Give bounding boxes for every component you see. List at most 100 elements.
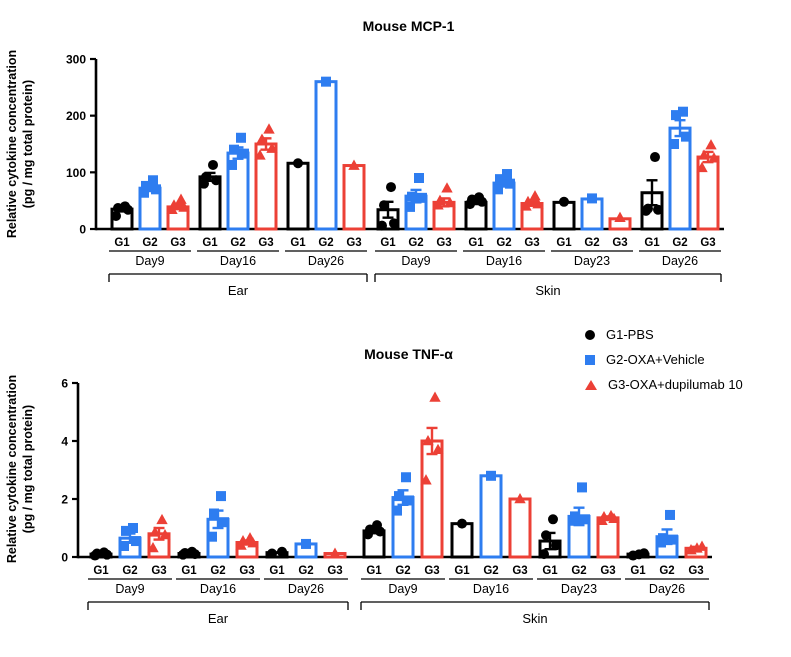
data-point-triangle [532,198,544,209]
day-label: Day9 [401,254,430,268]
group-tick-label: G3 [258,237,273,249]
legend-label-g2: G2-OXA+Vehicle [606,352,705,367]
data-point-triangle [529,190,541,201]
group-tick-label: G1 [181,565,197,577]
data-point-circle [559,196,569,207]
data-point-triangle [263,123,275,134]
group-tick-label: G3 [600,565,615,577]
group-tick-label: G1 [114,237,130,249]
data-point-triangle [348,159,360,170]
y-tick-label: 6 [61,377,68,391]
group-tick-label: G3 [327,565,342,577]
data-point-square [216,491,226,502]
data-point-square [669,139,679,149]
data-point-square [570,511,580,522]
y-tick-label: 200 [66,109,86,123]
group-tick-label: G1 [630,565,646,577]
data-point-triangle [441,182,453,193]
data-point-circle [208,159,218,170]
group-tick-label: G2 [298,565,313,577]
day-label: Day16 [220,254,256,268]
day-label: Day9 [388,582,417,596]
y-tick-label: 0 [61,551,68,565]
section-label: Skin [535,283,560,298]
data-point-circle [643,203,653,214]
legend-label-g1: G1-PBS [606,327,654,342]
day-label: Day26 [649,582,685,596]
data-point-circle [386,182,396,193]
data-point-circle [548,514,558,525]
data-point-triangle [147,542,159,553]
data-point-circle [120,201,130,212]
section-label: Ear [208,611,229,626]
data-point-triangle [149,526,161,537]
group-tick-label: G3 [239,565,254,577]
group-tick-label: G2 [672,237,687,249]
data-point-square [394,491,404,502]
group-tick-label: G1 [454,565,470,577]
bar-g3-day9-skin [420,439,444,559]
group-tick-label: G1 [380,237,396,249]
day-label: Day23 [574,254,610,268]
group-tick-label: G3 [151,565,166,577]
legend-item-g1: G1-PBS [585,322,785,347]
data-point-square [392,505,402,516]
group-tick-label: G1 [202,237,218,249]
data-point-square [151,184,161,195]
data-point-triangle [696,540,708,551]
data-point-square [417,192,427,203]
group-tick-label: G2 [408,237,423,249]
data-point-circle [389,218,399,229]
data-point-square [236,132,246,143]
data-point-triangle [605,509,617,521]
y-tick-label: 100 [66,166,86,180]
data-point-triangle [168,199,180,210]
legend-item-g2: G2-OXA+Vehicle [585,347,785,372]
data-point-circle [267,548,277,559]
data-point-square [401,472,411,483]
day-label: Day9 [115,582,144,596]
data-point-triangle [614,211,626,222]
data-point-square [141,180,151,191]
data-point-square [495,174,505,185]
data-point-square [131,536,141,547]
bar-g2-day26-ear [314,80,338,231]
group-tick-label: G3 [700,237,715,249]
data-point-square [229,144,239,155]
bar-g1-day26-ear [286,161,310,231]
data-point-triangle [705,139,717,150]
data-point-square [404,495,414,506]
square-icon [585,354,595,365]
legend-label-g3: G3-OXA+dupilumab 10 [608,377,743,392]
bar-g1-day16-skin [450,522,474,559]
section-label: Skin [522,611,547,626]
data-point-square [658,533,668,544]
data-point-square [681,131,691,142]
day-label: Day26 [308,254,344,268]
data-point-triangle [432,443,444,454]
group-tick-label: G1 [644,237,660,249]
data-point-square [587,193,597,204]
group-tick-label: G2 [318,237,333,249]
data-point-triangle [696,161,708,173]
data-point-triangle [708,152,720,163]
bar-g3-day26-ear [342,164,366,231]
data-point-square [577,482,587,493]
group-tick-label: G2 [122,565,137,577]
group-tick-label: G3 [170,237,185,249]
data-point-square [668,534,678,545]
data-point-square [486,470,496,481]
data-point-square [493,184,503,195]
data-point-circle [474,192,484,203]
group-tick-label: G3 [688,565,703,577]
group-tick-label: G1 [93,565,109,577]
data-point-circle [201,171,211,182]
data-point-square [580,514,590,525]
section-label: Ear [228,283,249,298]
data-point-square [502,169,512,180]
day-label: Day16 [200,582,236,596]
data-point-square [301,538,311,549]
